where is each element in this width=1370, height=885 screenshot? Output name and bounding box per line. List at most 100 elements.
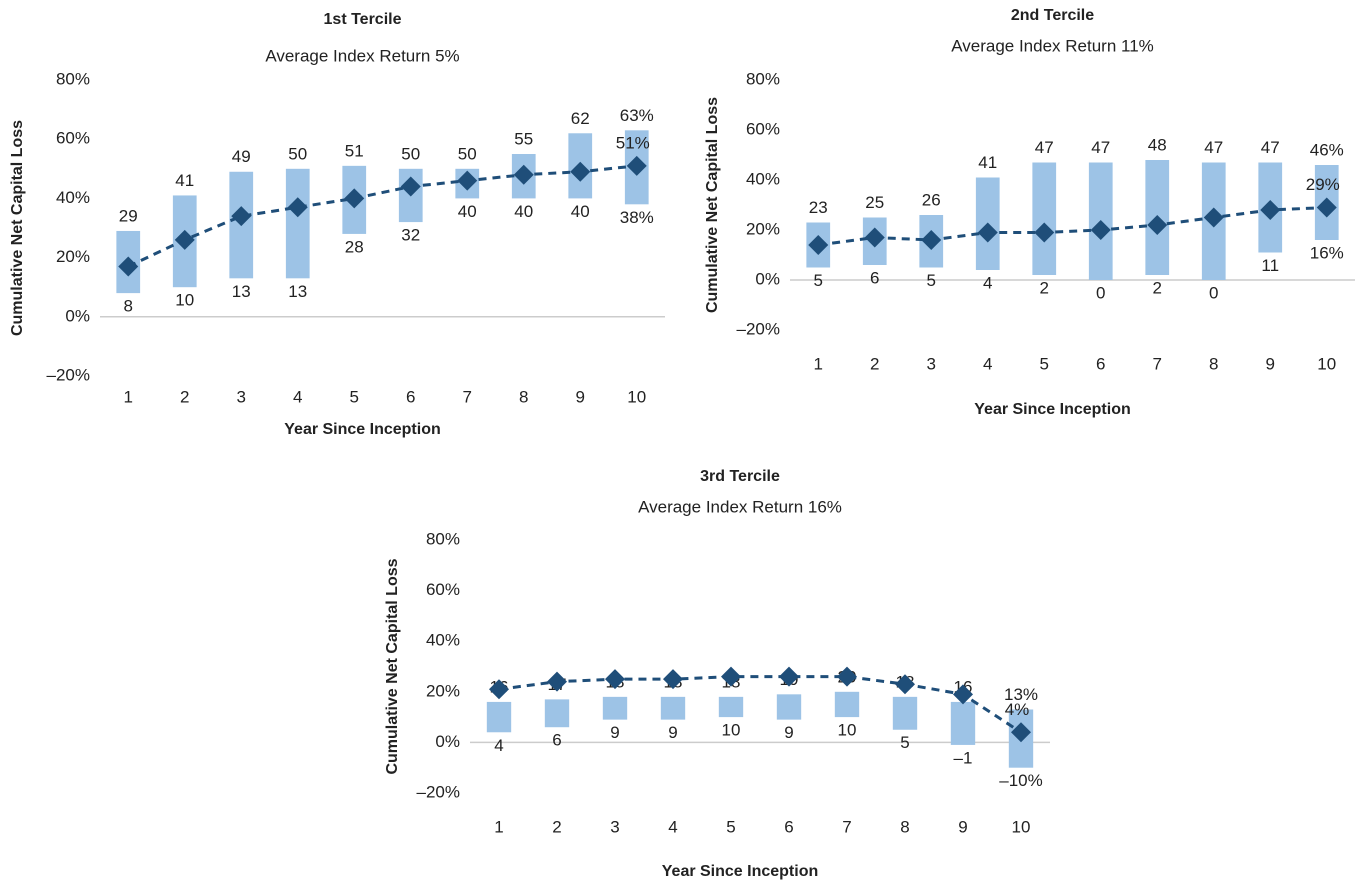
low-label: 40	[514, 202, 533, 221]
x-tick-label: 4	[668, 817, 677, 836]
y-tick-label: 80%	[56, 69, 90, 88]
x-tick-label: 1	[814, 354, 823, 373]
range-bar	[950, 701, 976, 745]
range-bar	[834, 691, 860, 718]
high-label: 47	[1035, 138, 1054, 157]
high-label: 46%	[1310, 140, 1344, 159]
high-label: 47	[1261, 138, 1280, 157]
mean-marker	[1147, 215, 1168, 235]
low-label: 8	[124, 297, 133, 316]
low-label: 40	[571, 202, 590, 221]
y-tick-label: –20%	[47, 365, 90, 384]
mean-line	[498, 675, 1022, 734]
x-tick-label: 6	[406, 387, 415, 406]
mean-marker	[400, 176, 421, 197]
mean-marker	[457, 170, 478, 191]
y-tick-label: 60%	[746, 119, 780, 138]
low-label: 5	[814, 271, 823, 290]
low-label: 2	[1153, 278, 1162, 297]
mean-marker	[921, 230, 942, 250]
mean-marker	[1260, 200, 1281, 220]
x-tick-label: 3	[237, 387, 246, 406]
x-tick-label: 10	[1012, 817, 1031, 836]
x-tick-label: 6	[1096, 354, 1105, 373]
mean-marker	[513, 164, 534, 185]
high-label: 50	[288, 144, 307, 163]
low-label: 6	[870, 268, 879, 287]
y-tick-label: 0%	[755, 269, 780, 288]
mean-marker	[174, 229, 195, 250]
x-tick-label: 6	[784, 817, 793, 836]
low-label: 10	[838, 721, 857, 740]
mean-label: 4%	[1005, 700, 1030, 719]
chart-title: 3rd Tercile	[700, 468, 780, 485]
chart-subtitle: Average Index Return 16%	[638, 497, 842, 516]
range-bar	[1032, 162, 1057, 275]
mean-marker	[1011, 722, 1031, 743]
low-label: 9	[668, 723, 677, 742]
low-label: 6	[552, 731, 561, 750]
mean-marker	[547, 671, 567, 692]
x-tick-label: 5	[1040, 354, 1049, 373]
y-axis-title: Cumulative Net Capital Loss	[9, 120, 26, 336]
mean-marker	[1090, 220, 1111, 240]
high-label: 63%	[620, 106, 654, 125]
range-bar	[892, 696, 918, 730]
low-label: 9	[610, 723, 619, 742]
x-axis-title: Year Since Inception	[284, 421, 441, 438]
low-label: 5	[927, 271, 936, 290]
y-axis-title: Cumulative Net Capital Loss	[384, 558, 401, 774]
x-tick-label: 2	[870, 354, 879, 373]
high-label: 62	[571, 109, 590, 128]
x-tick-label: 8	[900, 817, 909, 836]
range-bar	[660, 696, 686, 720]
chart-subtitle: Average Index Return 5%	[265, 46, 459, 65]
y-tick-label: 60%	[426, 580, 460, 599]
chart-subtitle: Average Index Return 11%	[951, 36, 1154, 55]
low-label: –1	[954, 748, 973, 767]
low-label: 28	[345, 237, 364, 256]
mean-marker	[895, 674, 915, 695]
x-tick-label: 7	[1153, 354, 1162, 373]
panel: 2nd Tercile Average Index Return 11% Cumul…	[704, 7, 1355, 418]
x-tick-label: 10	[627, 387, 646, 406]
mean-marker	[231, 206, 252, 227]
mean-marker	[953, 684, 973, 705]
x-tick-label: 9	[958, 817, 967, 836]
y-tick-label: –20%	[417, 782, 460, 801]
y-tick-label: 40%	[746, 169, 780, 188]
y-tick-label: 80%	[426, 529, 460, 548]
range-bar	[602, 696, 628, 720]
mean-label: 29%	[1306, 175, 1340, 194]
y-tick-label: 0%	[65, 306, 90, 325]
mean-line	[818, 206, 1327, 247]
x-tick-label: 9	[1266, 354, 1275, 373]
low-label: 13	[288, 282, 307, 301]
y-axis-title: Cumulative Net Capital Loss	[704, 97, 721, 313]
x-tick-label: 2	[180, 387, 189, 406]
panel: 3rd Tercile Average Index Return 16% Cumul…	[384, 468, 1050, 880]
mean-marker	[808, 235, 829, 255]
high-label: 13%	[1004, 685, 1038, 704]
chart-title: 2nd Tercile	[1011, 7, 1094, 24]
y-tick-label: 20%	[426, 681, 460, 700]
mean-marker	[344, 188, 365, 209]
low-label: 5	[900, 733, 909, 752]
y-tick-label: 20%	[56, 247, 90, 266]
high-label: 55	[514, 129, 533, 148]
high-label: 51	[345, 141, 364, 160]
high-label: 49	[232, 147, 251, 166]
mean-marker	[118, 256, 139, 277]
low-label: 4	[494, 736, 503, 755]
x-tick-label: 5	[350, 387, 359, 406]
mean-marker	[837, 666, 857, 687]
high-label: 26	[922, 190, 941, 209]
mean-marker	[570, 161, 591, 182]
x-axis-title: Year Since Inception	[662, 863, 819, 880]
high-label: 41	[175, 171, 194, 190]
mean-marker	[626, 155, 647, 176]
x-tick-label: 3	[610, 817, 619, 836]
low-label: 0	[1209, 283, 1218, 302]
low-label: 0	[1096, 283, 1105, 302]
